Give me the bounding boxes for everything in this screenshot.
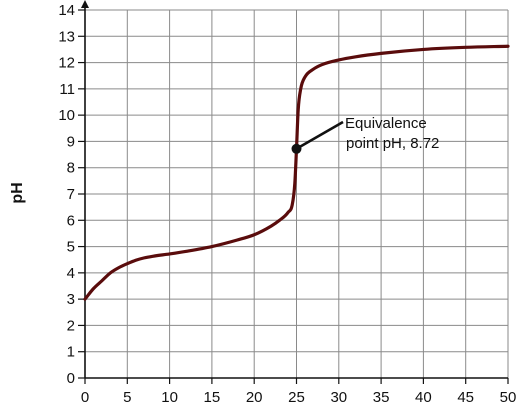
y-tick-label: 11: [59, 81, 75, 98]
x-tick-label: 5: [123, 389, 131, 406]
annotation-layer: Equivalence point pH, 8.72: [291, 115, 439, 154]
x-tick-label: 50: [500, 389, 517, 406]
y-tick-label: 0: [67, 370, 75, 387]
equivalence-point-marker: [291, 143, 302, 154]
y-tick-label: 2: [67, 317, 75, 334]
y-tick-label: 1: [67, 344, 75, 361]
y-tick-label: 7: [67, 186, 75, 203]
annotation-leader-line: [295, 120, 344, 150]
x-tick-label: 10: [161, 389, 178, 406]
x-tick-label: 25: [288, 389, 305, 406]
y-axis-label: pH: [9, 182, 26, 203]
y-tick-label: 4: [67, 265, 75, 282]
y-tick-label: 14: [58, 2, 75, 19]
y-tick-label: 10: [58, 107, 75, 124]
titration-curve: [83, 44, 510, 301]
x-tick-label: 40: [415, 389, 432, 406]
x-tick-label: 20: [246, 389, 263, 406]
y-tick-label: 3: [67, 291, 75, 308]
x-tick-label: 30: [330, 389, 347, 406]
y-tick-label: 5: [67, 239, 75, 256]
annotation-label-line-1: Equivalence: [345, 115, 427, 132]
y-tick-label: 6: [67, 212, 75, 229]
x-tick-label: 35: [373, 389, 390, 406]
x-tick-label: 0: [81, 389, 89, 406]
x-tick-label: 45: [457, 389, 474, 406]
y-tick-label: 8: [67, 160, 75, 177]
y-axis-arrow: [81, 0, 89, 8]
annotation-label-line-2: point pH, 8.72: [346, 135, 439, 152]
y-tick-label: 13: [58, 28, 75, 45]
series-layer: [83, 44, 510, 301]
x-tick-label: 15: [204, 389, 221, 406]
y-tick-label: 9: [67, 133, 75, 150]
y-tick-label: 12: [58, 55, 75, 72]
grid: [85, 9, 509, 378]
